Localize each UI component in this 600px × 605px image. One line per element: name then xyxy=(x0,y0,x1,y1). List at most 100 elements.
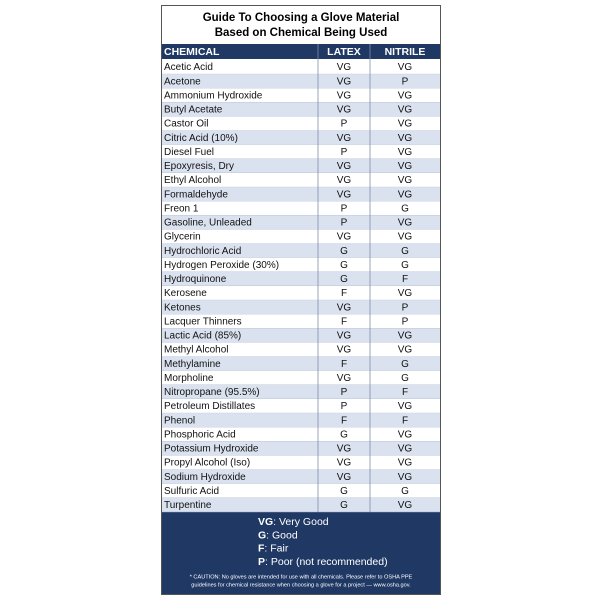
chemical-name: Glycerin xyxy=(164,232,201,243)
table-row xyxy=(162,187,440,202)
rating: F xyxy=(402,415,408,426)
table-row xyxy=(162,88,440,103)
rating: VG xyxy=(398,218,413,229)
chemical-name: Ketones xyxy=(164,302,201,313)
column-header: NITRILE xyxy=(385,46,426,58)
rating: VG xyxy=(398,444,413,455)
rating: VG xyxy=(398,401,413,412)
chemical-name: Hydrochloric Acid xyxy=(164,246,241,257)
table-row xyxy=(162,328,440,343)
table-row xyxy=(162,300,440,315)
rating: VG xyxy=(398,288,413,299)
table-row xyxy=(162,469,440,484)
chemical-name: Turpentine xyxy=(164,500,212,511)
column-header: LATEX xyxy=(327,46,361,58)
rating: VG xyxy=(398,105,413,116)
rating: VG xyxy=(337,62,352,73)
rating: VG xyxy=(337,373,352,384)
rating: G xyxy=(340,246,348,257)
table-row xyxy=(162,483,440,498)
chemical-name: Epoxyresis, Dry xyxy=(164,161,234,172)
table-row xyxy=(162,314,440,329)
rating: G xyxy=(401,486,409,497)
legend-item: G: Good xyxy=(258,529,298,541)
rating: VG xyxy=(398,175,413,186)
table-row xyxy=(162,342,440,357)
chemical-name: Ethyl Alcohol xyxy=(164,175,221,186)
table-row xyxy=(162,271,440,286)
rating: P xyxy=(341,387,348,398)
table-row xyxy=(162,441,440,456)
rating: VG xyxy=(398,472,413,483)
table-row xyxy=(162,413,440,428)
table-row xyxy=(162,455,440,470)
legend-text: : Very Good xyxy=(273,516,329,528)
chemical-name: Freon 1 xyxy=(164,203,199,214)
rating: F xyxy=(402,274,408,285)
table-row xyxy=(162,384,440,399)
rating: VG xyxy=(398,189,413,200)
table-row xyxy=(162,201,440,216)
chemical-name: Diesel Fuel xyxy=(164,147,214,158)
chemical-name: Lacquer Thinners xyxy=(164,316,242,327)
rating: VG xyxy=(398,429,413,440)
table-row xyxy=(162,60,440,75)
rating: VG xyxy=(398,90,413,101)
rating: G xyxy=(401,203,409,214)
header-row xyxy=(162,44,440,59)
rating: G xyxy=(401,246,409,257)
chemical-name: Propyl Alcohol (Iso) xyxy=(164,458,250,469)
rating: G xyxy=(340,429,348,440)
legend-item: VG: Very Good xyxy=(258,516,329,528)
rating: VG xyxy=(337,133,352,144)
rating: G xyxy=(340,274,348,285)
rating: F xyxy=(341,316,347,327)
legend-key: G xyxy=(258,529,266,541)
legend-item: P: Poor (not recommended) xyxy=(258,556,388,568)
chemical-name: Petroleum Distillates xyxy=(164,401,255,412)
rating: VG xyxy=(337,444,352,455)
table-row xyxy=(162,102,440,117)
table-row xyxy=(162,116,440,131)
table-row xyxy=(162,427,440,442)
chemical-name: Morpholine xyxy=(164,373,214,384)
rating: P xyxy=(341,119,348,130)
legend-key: VG xyxy=(258,516,273,528)
rating: P xyxy=(402,302,409,313)
chemical-name: Kerosene xyxy=(164,288,207,299)
table-row xyxy=(162,173,440,188)
legend-text: : Poor (not recommended) xyxy=(265,556,388,568)
column-header: CHEMICAL xyxy=(164,46,220,58)
rating: VG xyxy=(337,90,352,101)
rating: P xyxy=(341,147,348,158)
rating: VG xyxy=(337,458,352,469)
legend-key: F xyxy=(258,542,265,554)
rating: G xyxy=(340,486,348,497)
table-row xyxy=(162,399,440,414)
table-row xyxy=(162,243,440,258)
rating: G xyxy=(340,500,348,511)
table-row xyxy=(162,229,440,244)
rating: VG xyxy=(337,232,352,243)
chemical-name: Castor Oil xyxy=(164,119,208,130)
table-row xyxy=(162,74,440,89)
rating: VG xyxy=(398,133,413,144)
rating: G xyxy=(401,359,409,370)
caution-text: guidelines for chemical resistance when … xyxy=(191,582,411,588)
title: Guide To Choosing a Glove Material xyxy=(203,12,400,24)
title: Based on Chemical Being Used xyxy=(215,27,388,39)
legend-text: : Fair xyxy=(264,542,288,554)
rating: F xyxy=(341,415,347,426)
rating: F xyxy=(341,359,347,370)
rating: VG xyxy=(398,119,413,130)
rating: VG xyxy=(337,345,352,356)
rating: G xyxy=(401,373,409,384)
table-row xyxy=(162,130,440,145)
rating: F xyxy=(402,387,408,398)
chemical-name: Sulfuric Acid xyxy=(164,486,219,497)
rating: P xyxy=(341,203,348,214)
rating: VG xyxy=(398,147,413,158)
chemical-name: Phosphoric Acid xyxy=(164,429,236,440)
chemical-name: Methyl Alcohol xyxy=(164,345,228,356)
rating: VG xyxy=(398,345,413,356)
